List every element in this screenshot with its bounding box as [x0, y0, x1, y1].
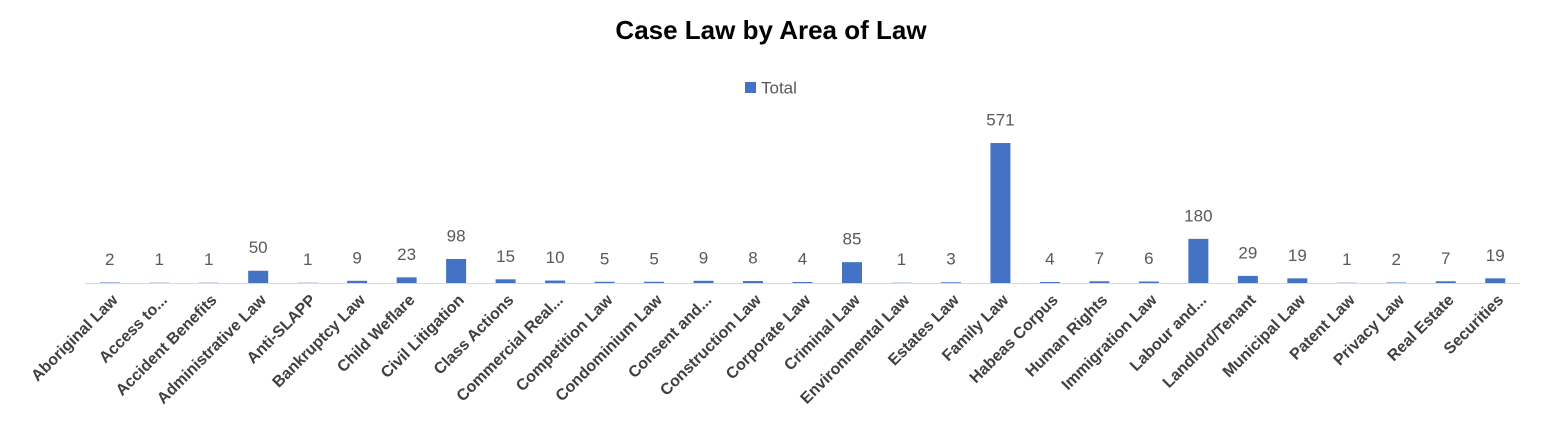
- data-label: 19: [1288, 246, 1307, 265]
- data-label: 2: [1392, 250, 1401, 269]
- legend-swatch: [745, 82, 756, 93]
- bar: [940, 282, 961, 283]
- data-label: 1: [897, 250, 906, 269]
- data-label: 1: [303, 250, 312, 269]
- bar: [446, 258, 467, 283]
- data-label: 23: [397, 245, 416, 264]
- data-label: 6: [1144, 249, 1153, 268]
- data-label: 7: [1095, 249, 1104, 268]
- data-label: 4: [798, 250, 807, 269]
- data-label: 5: [600, 249, 609, 268]
- legend-label: Total: [761, 78, 797, 97]
- bar: [1039, 282, 1060, 283]
- bar: [396, 277, 417, 283]
- bar: [594, 281, 615, 283]
- bar: [1435, 281, 1456, 283]
- data-label: 85: [843, 230, 862, 249]
- data-label: 7: [1441, 249, 1450, 268]
- data-label: 8: [748, 249, 757, 268]
- data-label: 10: [546, 248, 565, 267]
- bar: [990, 143, 1011, 283]
- bar: [545, 280, 566, 283]
- chart-title: Case Law by Area of Law: [615, 15, 927, 45]
- bar: [1138, 281, 1159, 283]
- data-label: 1: [1342, 250, 1351, 269]
- bar: [693, 280, 714, 283]
- data-label: 1: [154, 250, 163, 269]
- bar: [1089, 281, 1110, 283]
- bar: [644, 281, 665, 283]
- data-label: 15: [496, 247, 515, 266]
- data-label: 3: [946, 250, 955, 269]
- data-label: 9: [352, 248, 361, 267]
- data-label: 5: [649, 249, 658, 268]
- data-label: 50: [249, 238, 268, 257]
- bar: [347, 280, 368, 283]
- data-label: 571: [986, 110, 1014, 129]
- bar: [743, 281, 764, 283]
- data-label: 98: [447, 226, 466, 245]
- data-label: 4: [1045, 250, 1054, 269]
- bar: [1485, 278, 1506, 283]
- data-label: 180: [1184, 206, 1212, 225]
- bar: [1287, 278, 1308, 283]
- data-label: 2: [105, 250, 114, 269]
- data-label: 1: [204, 250, 213, 269]
- bar: [248, 270, 269, 283]
- data-label: 9: [699, 248, 708, 267]
- bar: [495, 279, 516, 283]
- data-label: 29: [1238, 243, 1257, 262]
- data-label: 19: [1486, 246, 1505, 265]
- bar: [792, 282, 813, 283]
- bar: [1237, 275, 1258, 283]
- bar: [841, 262, 862, 283]
- bar: [1188, 238, 1209, 283]
